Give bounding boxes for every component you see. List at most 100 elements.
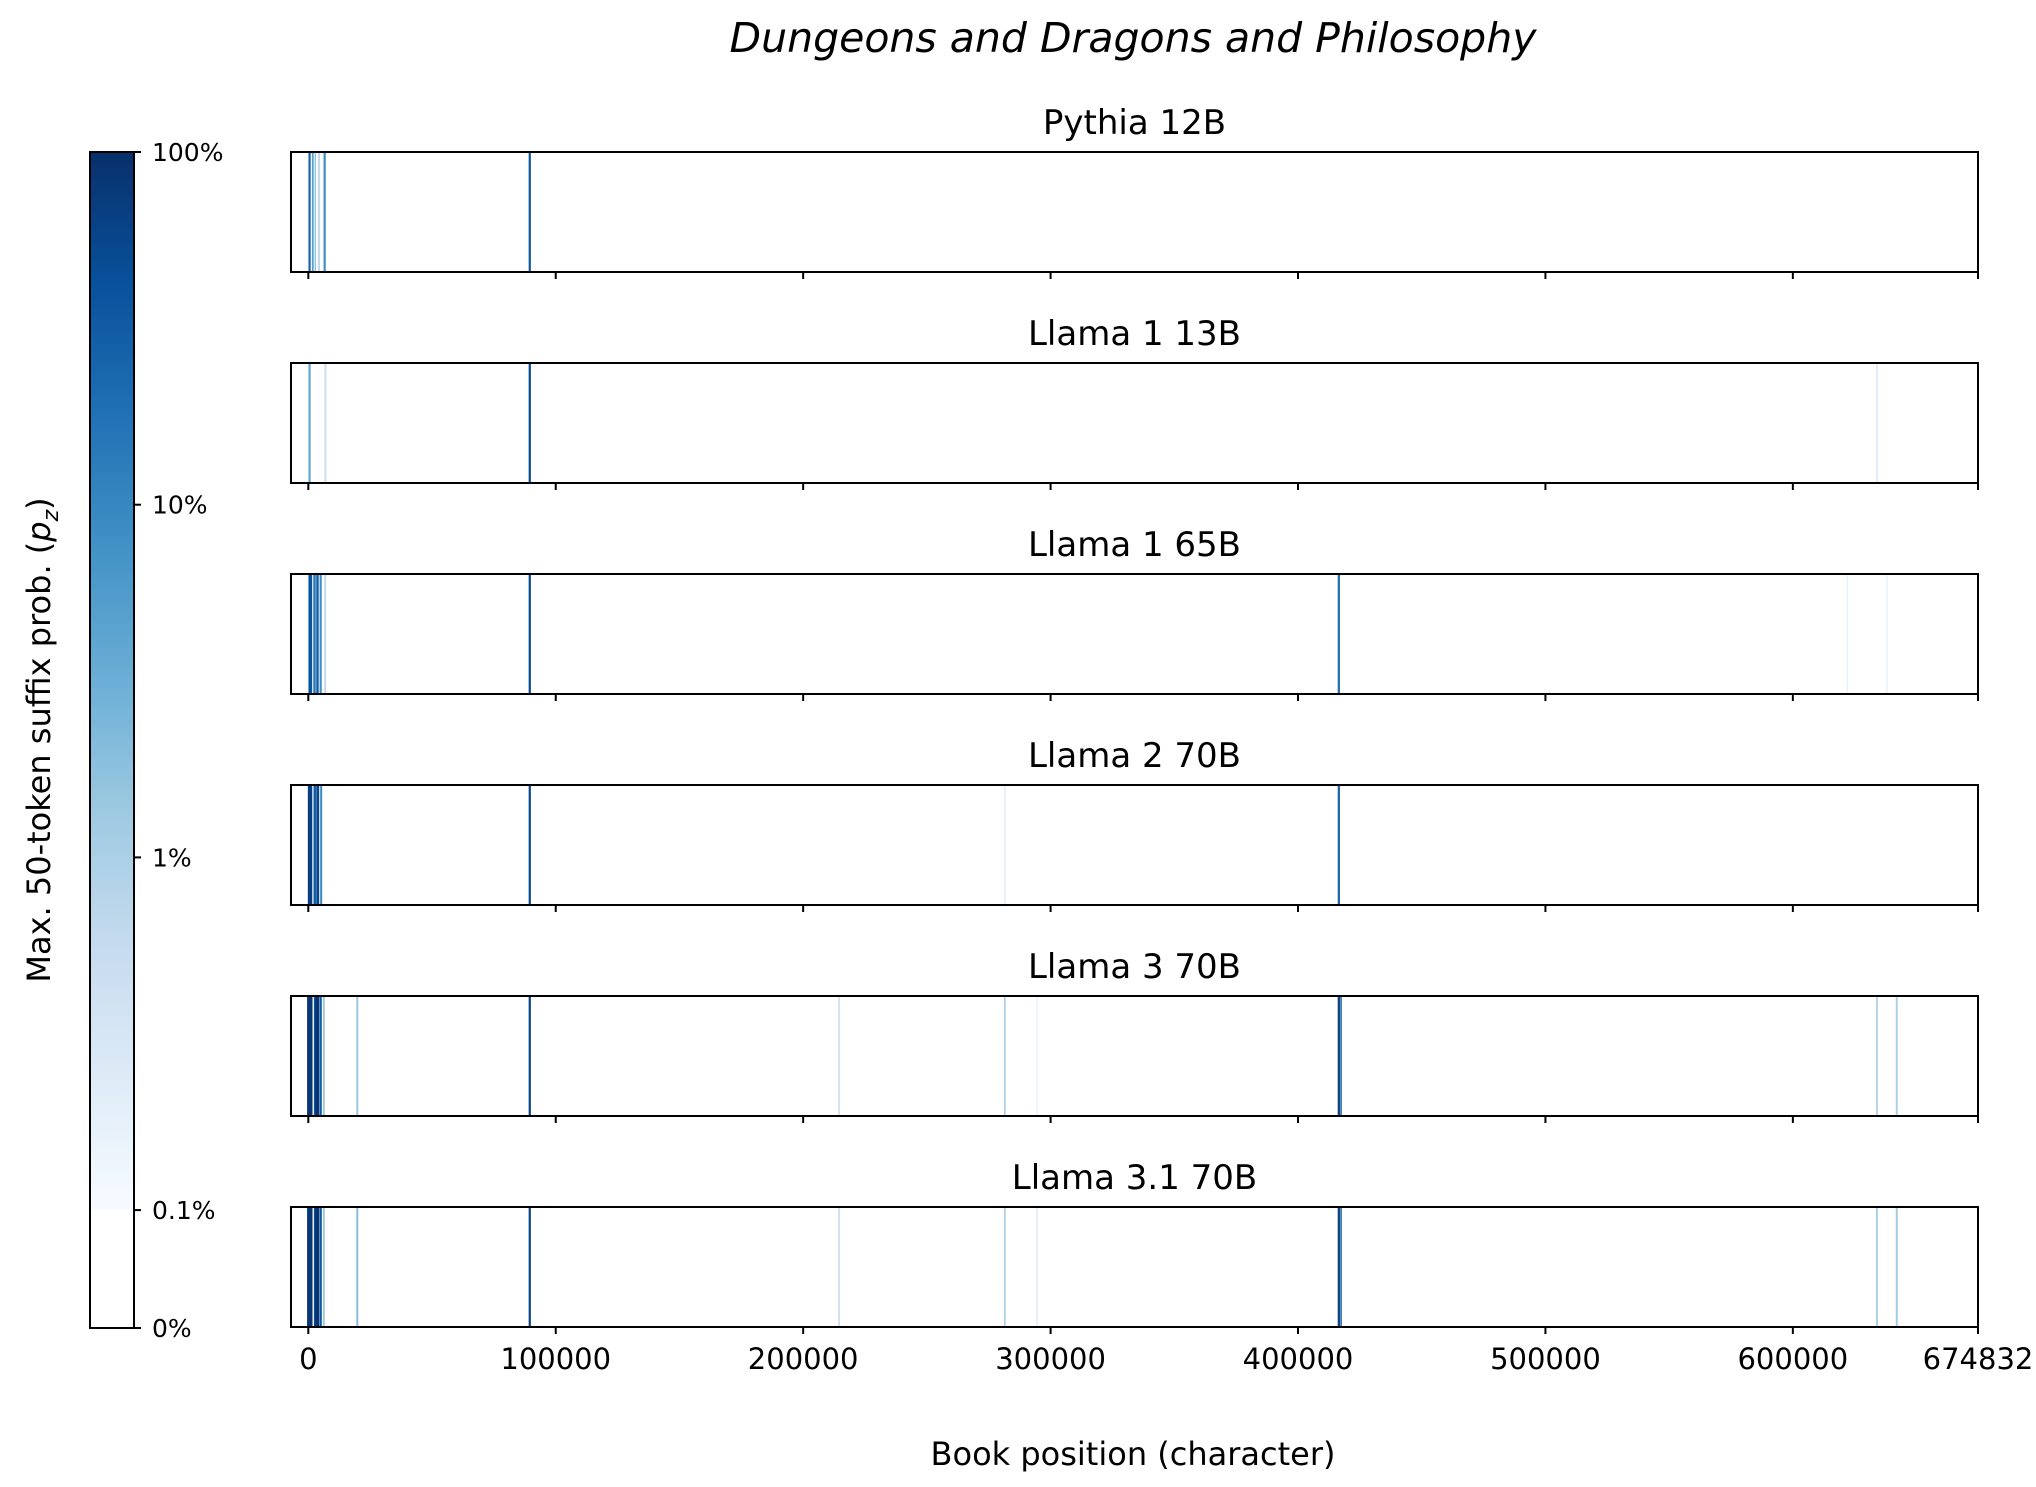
heat-stripe <box>1337 574 1340 694</box>
heat-stripe <box>317 152 321 272</box>
panel-title: Llama 2 70B <box>1028 736 1241 776</box>
heat-stripe <box>528 152 531 272</box>
heat-stripe <box>316 785 320 905</box>
colorbar-label: Max. 50-token suffix prob. (pz) <box>20 497 64 982</box>
x-tick-label: 100000 <box>500 1342 611 1376</box>
panel-background <box>291 1207 1978 1327</box>
heat-stripe <box>1886 574 1888 694</box>
colorbar-zero-band <box>90 1210 134 1328</box>
heat-stripe <box>308 152 311 272</box>
colorbar-gradient <box>90 152 134 1210</box>
panel: Pythia 12B <box>290 103 1979 279</box>
panel-background <box>291 152 1978 272</box>
x-tick-label: 200000 <box>748 1342 859 1376</box>
x-tick-label: 674832 <box>1923 1342 2034 1376</box>
heat-stripe <box>1003 1207 1006 1327</box>
heat-stripe <box>1895 996 1898 1116</box>
x-tick-label: 600000 <box>1737 1342 1848 1376</box>
colorbar-label-symbol: p <box>20 521 58 542</box>
heat-stripe <box>1875 1207 1878 1327</box>
heat-stripe <box>324 574 327 694</box>
heat-stripe <box>307 785 313 905</box>
heat-stripe <box>1036 1207 1038 1327</box>
heat-stripe <box>314 152 316 272</box>
heat-stripe <box>319 574 322 694</box>
panel-frame <box>290 1206 1979 1328</box>
heat-stripe <box>308 574 313 694</box>
panel-background <box>291 574 1978 694</box>
colorbar-tick-label: 1% <box>152 843 192 872</box>
heat-stripe <box>1340 996 1342 1116</box>
colorbar: 0% 0.1% 1% 10% 100% Max. 50-token suffix pro… <box>20 138 223 1343</box>
heat-stripe <box>838 1207 840 1327</box>
heat-stripe <box>838 996 840 1116</box>
heat-stripe <box>315 996 320 1116</box>
heat-stripe <box>323 1207 325 1327</box>
panel-frame <box>290 784 1979 906</box>
heat-stripe <box>1337 785 1340 905</box>
colorbar-tick-label: 0% <box>152 1314 192 1343</box>
x-axis-label: Book position (character) <box>931 1435 1336 1473</box>
heat-stripe <box>307 1207 313 1327</box>
panel-background <box>291 996 1978 1116</box>
heat-stripe <box>319 996 322 1116</box>
heat-stripe <box>528 574 531 694</box>
colorbar-tick-label: 100% <box>152 138 223 167</box>
heat-stripe <box>1337 1207 1340 1327</box>
heat-stripe <box>356 1207 359 1327</box>
heat-stripe <box>316 574 319 694</box>
heat-stripe <box>1340 1207 1342 1327</box>
heat-stripe <box>1846 574 1849 694</box>
heat-stripe <box>1003 996 1006 1116</box>
heat-stripe <box>315 1207 320 1327</box>
colorbar-frame <box>89 151 135 1329</box>
heat-stripe <box>313 574 316 694</box>
heat-stripe <box>323 152 326 272</box>
heat-stripe <box>308 363 311 483</box>
panel: Llama 1 65B <box>290 525 1979 701</box>
panel-frame <box>290 151 1979 273</box>
panel-frame <box>290 995 1979 1117</box>
panel-background <box>291 363 1978 483</box>
heat-stripe <box>313 785 316 905</box>
heat-stripe <box>320 785 323 905</box>
heat-stripe <box>319 1207 322 1327</box>
heat-stripe <box>1337 996 1340 1116</box>
x-tick-label: 0 <box>299 1342 317 1376</box>
heat-stripe <box>323 996 325 1116</box>
colorbar-tick-label: 10% <box>152 491 208 520</box>
colorbar-label-end: ) <box>20 497 58 509</box>
panel: Llama 1 13B <box>290 314 1979 490</box>
heat-stripe <box>313 996 317 1116</box>
colorbar-label-text: Max. 50-token suffix prob. ( <box>20 542 58 983</box>
heat-stripe <box>1875 996 1878 1116</box>
heat-stripe <box>528 363 531 483</box>
panel-title: Pythia 12B <box>1043 103 1226 143</box>
panel: Llama 3.1 70B 0 100000 200000 300000 400000 50… <box>290 1158 2034 1376</box>
colorbar-tick-label: 0.1% <box>152 1196 216 1225</box>
heat-stripe <box>528 785 531 905</box>
x-tick-label: 500000 <box>1490 1342 1601 1376</box>
panel-title: Llama 3 70B <box>1028 947 1241 987</box>
heat-stripe <box>324 363 327 483</box>
colorbar-label-subscript: z <box>39 509 64 522</box>
panel-frame <box>290 362 1979 484</box>
panel: Llama 3 70B <box>290 947 1979 1123</box>
heat-stripe <box>528 996 531 1116</box>
panel: Llama 2 70B <box>290 736 1979 912</box>
heat-stripe <box>356 996 359 1116</box>
heat-stripe <box>1003 785 1006 905</box>
panel-title: Llama 1 65B <box>1028 525 1241 565</box>
panel-background <box>291 785 1978 905</box>
x-tick-label: 300000 <box>995 1342 1106 1376</box>
chart-title: Dungeons and Dragons and Philosophy <box>730 14 1538 62</box>
heat-stripe <box>1876 363 1878 483</box>
panel-title: Llama 3.1 70B <box>1012 1158 1257 1198</box>
x-tick-label: 400000 <box>1243 1342 1354 1376</box>
heat-stripe <box>313 1207 317 1327</box>
heat-stripe <box>1036 996 1038 1116</box>
panel-title: Llama 1 13B <box>1028 314 1241 354</box>
heat-stripe <box>1895 1207 1898 1327</box>
panel-frame <box>290 573 1979 695</box>
